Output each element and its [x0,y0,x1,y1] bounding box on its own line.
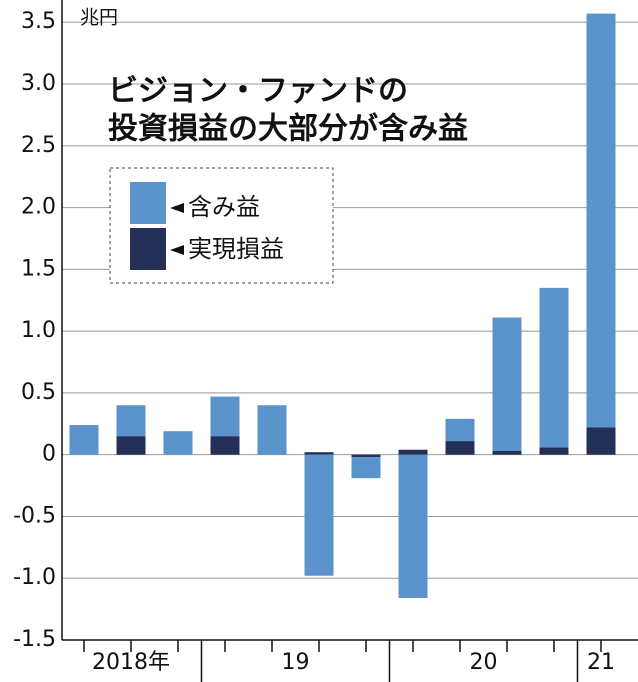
bar-segment [398,449,428,455]
bar-segment [398,454,428,598]
bar-segment [351,457,381,479]
y-tick-label: 0 [42,442,56,467]
y-tick-label: 3.5 [21,9,56,34]
bar-segment [210,436,240,455]
y-tick-label: 3.0 [21,71,56,96]
bar-segment [492,450,522,455]
legend-label: 実現損益 [188,235,284,263]
legend-label: 含み益 [188,193,260,221]
y-tick-label: 2.5 [21,133,56,158]
bar-segment [69,425,99,455]
y-tick-label: 1.0 [21,318,56,343]
bars [69,13,616,598]
bar-segment [210,396,240,437]
chart-title: ビジョン・ファンドの [108,74,408,109]
y-tick-label: 2.0 [21,195,56,220]
bar-segment [304,454,334,576]
x-group-label: 20 [470,650,498,675]
bar-segment [351,454,381,458]
bar-segment [586,13,616,428]
bar-segment [539,447,569,455]
y-tick-label: 1.5 [21,256,56,281]
x-group-label: 2018年 [92,650,170,675]
y-tick-label: -0.5 [13,503,56,528]
y-tick-label: -1.0 [13,565,56,590]
bar-segment [445,441,475,455]
bar-segment [492,317,522,451]
unit-label: 兆円 [80,7,118,29]
y-tick-label: 0.5 [21,380,56,405]
bar-segment [116,405,146,437]
chart-title: 投資損益の大部分が含み益 [108,112,468,147]
legend-arrow [170,203,184,213]
bar-segment [163,431,193,455]
legend-swatch [130,182,166,224]
legend-arrow [170,245,184,255]
x-group-label: 19 [282,650,310,675]
bar-segment [539,287,569,448]
bar-segment [257,405,287,455]
bar-segment [445,418,475,442]
x-group-label: 21 [587,650,615,675]
bar-segment [586,427,616,455]
bar-segment [304,452,334,455]
y-tick-label: -1.5 [13,627,56,652]
bar-segment [116,436,146,455]
legend-swatch [130,228,166,270]
